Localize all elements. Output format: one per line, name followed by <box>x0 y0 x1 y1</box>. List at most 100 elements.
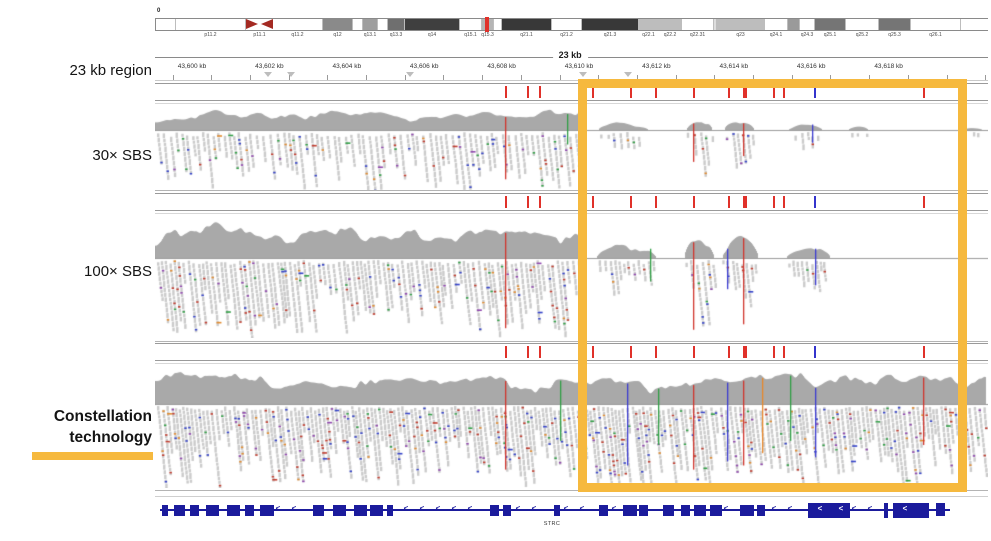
gene-exon <box>710 504 722 516</box>
chromosome-ruler-zero-label: 0 <box>157 8 161 14</box>
ideogram-band-q23[interactable]: q23 <box>717 19 765 38</box>
gene-exon <box>490 504 499 516</box>
ruler-tick <box>791 75 793 80</box>
ruler-tick-label: 43,608 kb <box>487 63 516 70</box>
ideogram-band-q14[interactable]: q14 <box>405 19 460 38</box>
ideogram-band-q22.2[interactable]: q22.2 <box>659 19 682 38</box>
ruler-tick <box>675 75 677 80</box>
ideogram-band-q24.1[interactable]: q24.1 <box>765 19 788 38</box>
ideogram-band-q25.3[interactable]: q25.3 <box>879 19 911 38</box>
ruler-tick <box>443 75 445 80</box>
ideogram-band-q12[interactable]: q12 <box>323 19 353 38</box>
band-label: q21.2 <box>560 32 573 38</box>
ideogram-band-p11.1[interactable]: p11.1 <box>246 19 273 38</box>
variant-tick-blue <box>814 86 816 98</box>
alignment-track-constellation[interactable] <box>155 364 988 488</box>
region-label: 23 kb region <box>69 62 152 79</box>
alignment-track-30x-sbs[interactable] <box>155 104 988 190</box>
strand-arrow-icon: < <box>451 504 457 513</box>
constellation-label-line2: technology <box>69 429 152 446</box>
ruler-tick <box>598 75 600 80</box>
roi-marker-icon <box>287 72 295 77</box>
alignment-track-100x-sbs[interactable] <box>155 214 988 338</box>
ideogram-band-q22.1[interactable]: q22.1 <box>639 19 659 38</box>
band-label: q23 <box>736 32 745 38</box>
gene-exon <box>333 504 346 516</box>
ideogram-band-q21.3[interactable]: q21.3 <box>582 19 639 38</box>
gene-track[interactable]: STRC < < < < < < < < < < < < < < < < < < < < <box>155 500 988 530</box>
ideogram-band-q22.31[interactable]: q22.31 <box>682 19 714 38</box>
ideogram-band[interactable] <box>714 19 717 30</box>
ideogram-band-q26.1[interactable]: q26.1 <box>911 19 961 38</box>
band-label: q24.3 <box>800 32 814 38</box>
band-label: q24.1 <box>769 32 783 38</box>
ideogram-band[interactable] <box>378 19 388 30</box>
roi-marker-icon <box>264 72 272 77</box>
ruler-tick <box>714 75 716 80</box>
roi-marker-icon <box>624 72 632 77</box>
variant-track-100x-sbs[interactable] <box>155 193 988 211</box>
ideogram-band-q15.1[interactable]: q15.1 <box>460 19 482 38</box>
chromosome-ideogram[interactable]: p11.2 p11.1 q11.2 q12 q13.1 q13.3 q14 q15.1 q15.… <box>155 17 989 38</box>
ideogram-band-q11.2[interactable]: q11.2 <box>273 19 323 38</box>
gene-exon <box>260 504 274 516</box>
strand-arrow-icon: < <box>435 504 441 513</box>
variant-tick-red <box>630 86 632 98</box>
ideogram-band-q25.2[interactable]: q25.2 <box>846 19 879 38</box>
variant-tick-red <box>655 196 657 208</box>
gene-exon <box>681 504 690 516</box>
band-label: p11.1 <box>253 32 266 38</box>
constellation-label-line1: Constellation <box>53 408 152 425</box>
ruler-tick <box>366 75 367 80</box>
variant-tick-red <box>539 196 541 208</box>
ideogram-band[interactable] <box>961 19 989 30</box>
strand-arrow-icon: < <box>291 504 297 513</box>
gene-exon <box>354 504 367 516</box>
scale-label: 23 kb <box>552 50 588 60</box>
ruler-baseline <box>155 80 988 81</box>
ruler-tick <box>946 75 948 80</box>
ideogram-band-p11.2[interactable]: p11.2 <box>176 19 246 38</box>
locus-ruler[interactable]: 43,600 kb 43,602 kb 43,604 kb 43,606 kb 43,6… <box>155 60 988 82</box>
variant-tick-red <box>693 196 695 208</box>
variant-tick-red <box>693 346 695 358</box>
ruler-tick-label: 43,606 kb <box>409 63 439 70</box>
track-label-constellation: Constellation technology <box>2 406 152 448</box>
variant-tick-red <box>592 346 594 358</box>
gene-exon <box>206 504 219 516</box>
variant-tick-red <box>527 196 529 208</box>
ideogram-band[interactable] <box>156 19 176 30</box>
variant-tick-red <box>655 346 657 358</box>
track-label-100x-sbs: 100× SBS <box>84 263 152 280</box>
ideogram-band[interactable] <box>353 19 363 30</box>
ideogram-band[interactable] <box>788 19 800 30</box>
strand-arrow-icon: < <box>787 504 793 513</box>
band-label: q13.3 <box>389 32 403 38</box>
variant-track-constellation[interactable] <box>155 343 988 361</box>
strand-arrow-icon: < <box>902 504 908 513</box>
band-label: q26.1 <box>929 32 942 38</box>
ideogram-band-q15.3[interactable]: q15.3 <box>481 17 494 38</box>
gene-exon <box>190 504 199 516</box>
band-label: q25.3 <box>888 32 901 38</box>
ideogram-band-q21.2[interactable]: q21.2 <box>552 19 582 38</box>
ideogram-band-q13.1[interactable]: q13.1 <box>363 19 378 38</box>
ruler-tick <box>985 75 987 80</box>
track-border <box>155 496 988 497</box>
variant-tick-red <box>693 86 695 98</box>
variant-tick-red <box>505 346 507 358</box>
ruler-tick-label: 43,600 kb <box>177 63 207 70</box>
strand-arrow-icon: < <box>838 504 844 513</box>
ruler-tick <box>636 75 638 80</box>
variant-tick-blue <box>814 196 816 208</box>
locus-position-marker <box>485 17 489 32</box>
ideogram-band-q25.1[interactable]: q25.1 <box>815 19 846 38</box>
ideogram-band[interactable] <box>494 19 502 30</box>
ideogram-band-q24.3[interactable]: q24.3 <box>800 19 815 38</box>
ideogram-band-q13.3[interactable]: q13.3 <box>388 19 405 38</box>
track-separator <box>155 213 988 214</box>
gene-exon <box>623 504 637 516</box>
gene-exon <box>162 504 168 516</box>
ideogram-band-q21.1[interactable]: q21.1 <box>502 19 552 38</box>
band-label: q25.1 <box>823 32 837 38</box>
